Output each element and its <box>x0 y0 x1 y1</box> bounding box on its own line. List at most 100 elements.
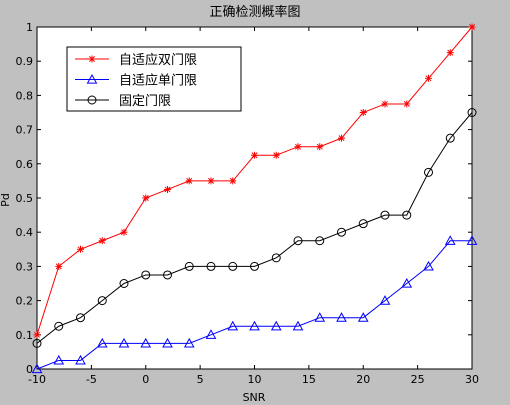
data-point <box>270 320 282 331</box>
data-point <box>272 151 280 159</box>
data-point <box>141 270 151 280</box>
data-point <box>97 296 107 306</box>
data-point <box>32 338 42 348</box>
data-point <box>75 354 86 365</box>
y-tick-label: 0.5 <box>16 192 34 205</box>
data-point <box>467 108 477 117</box>
data-point <box>87 95 97 105</box>
series-line <box>36 240 472 370</box>
x-tick-label: 30 <box>465 373 479 386</box>
data-point <box>55 262 63 270</box>
data-point <box>205 329 217 339</box>
data-point <box>76 313 85 323</box>
data-point <box>88 55 96 63</box>
y-tick-label: 0 <box>26 363 33 376</box>
data-point <box>227 320 239 331</box>
data-point <box>53 354 65 365</box>
data-point <box>358 219 368 229</box>
data-point <box>380 210 390 220</box>
data-point <box>403 100 411 108</box>
data-point <box>293 236 303 246</box>
data-point <box>33 331 41 339</box>
data-point <box>446 49 454 57</box>
data-point <box>336 312 347 322</box>
data-point <box>425 74 432 82</box>
x-tick-label: 25 <box>411 373 425 386</box>
data-point <box>119 279 129 288</box>
data-point <box>294 143 302 151</box>
data-point <box>359 109 367 116</box>
data-point <box>250 261 259 271</box>
data-point <box>183 337 195 348</box>
data-point <box>466 235 478 245</box>
x-tick-label: 15 <box>302 373 316 386</box>
data-point <box>315 236 325 246</box>
legend-item: 自适应双门限 <box>75 52 197 68</box>
data-point <box>86 73 98 84</box>
data-point <box>468 23 476 31</box>
data-point <box>207 177 215 185</box>
series-layer <box>31 23 478 374</box>
y-tick-label: 0.6 <box>16 158 34 171</box>
data-point <box>96 337 108 348</box>
data-point <box>337 227 346 237</box>
data-point <box>316 143 324 151</box>
data-point <box>379 295 391 305</box>
y-tick-label: 0.2 <box>16 295 34 308</box>
data-point <box>120 228 128 236</box>
chart-title: 正确检测概率图 <box>209 4 300 20</box>
x-tick-label: 10 <box>248 373 262 386</box>
y-tick-label: 0.9 <box>16 55 34 68</box>
data-point <box>163 270 172 280</box>
data-point <box>292 320 304 331</box>
data-point <box>314 312 326 322</box>
data-point <box>424 167 433 177</box>
data-point <box>162 337 173 348</box>
y-tick-label: 1 <box>26 21 33 34</box>
data-point <box>445 133 455 143</box>
data-point <box>98 237 106 245</box>
data-point <box>423 260 434 271</box>
data-point <box>185 177 193 185</box>
data-point <box>271 253 281 263</box>
y-axis: 0 0.1 0.2 0.3 0.4 0.5 0.6 0.7 0.8 0.9 1 <box>16 21 472 376</box>
data-point <box>140 337 152 348</box>
data-point <box>206 261 216 271</box>
series-0 <box>33 23 476 339</box>
x-tick-label: 5 <box>197 373 204 386</box>
data-point <box>249 320 260 331</box>
data-point <box>402 210 412 220</box>
y-tick-label: 0.8 <box>16 89 34 102</box>
data-point <box>251 151 258 159</box>
y-axis-label: Pd <box>0 193 12 207</box>
data-point <box>54 321 64 331</box>
data-point <box>77 245 84 253</box>
x-tick-label: 0 <box>142 373 149 386</box>
y-tick-label: 0.1 <box>16 329 34 342</box>
data-point <box>142 194 150 202</box>
legend-item: 自适应单门限 <box>75 73 197 89</box>
data-point <box>164 185 171 193</box>
data-point <box>229 177 237 185</box>
legend-label: 自适应单门限 <box>119 73 197 89</box>
y-tick-label: 0.4 <box>16 226 34 239</box>
data-point <box>118 337 130 348</box>
x-tick-label: -5 <box>86 373 97 386</box>
legend-label: 固定门限 <box>119 94 171 109</box>
data-point <box>184 261 194 271</box>
legend-label: 自适应双门限 <box>119 52 197 68</box>
series-1 <box>31 235 478 374</box>
data-point <box>381 100 389 108</box>
data-point <box>357 312 369 322</box>
x-tick-label: 20 <box>356 373 370 386</box>
x-tick-label: -10 <box>28 373 46 386</box>
series-2 <box>32 108 477 348</box>
data-point <box>338 134 345 142</box>
data-point <box>444 235 456 245</box>
y-tick-label: 0.3 <box>16 260 34 273</box>
data-point <box>31 363 43 374</box>
legend-item: 固定门限 <box>75 94 171 109</box>
data-point <box>228 261 238 271</box>
